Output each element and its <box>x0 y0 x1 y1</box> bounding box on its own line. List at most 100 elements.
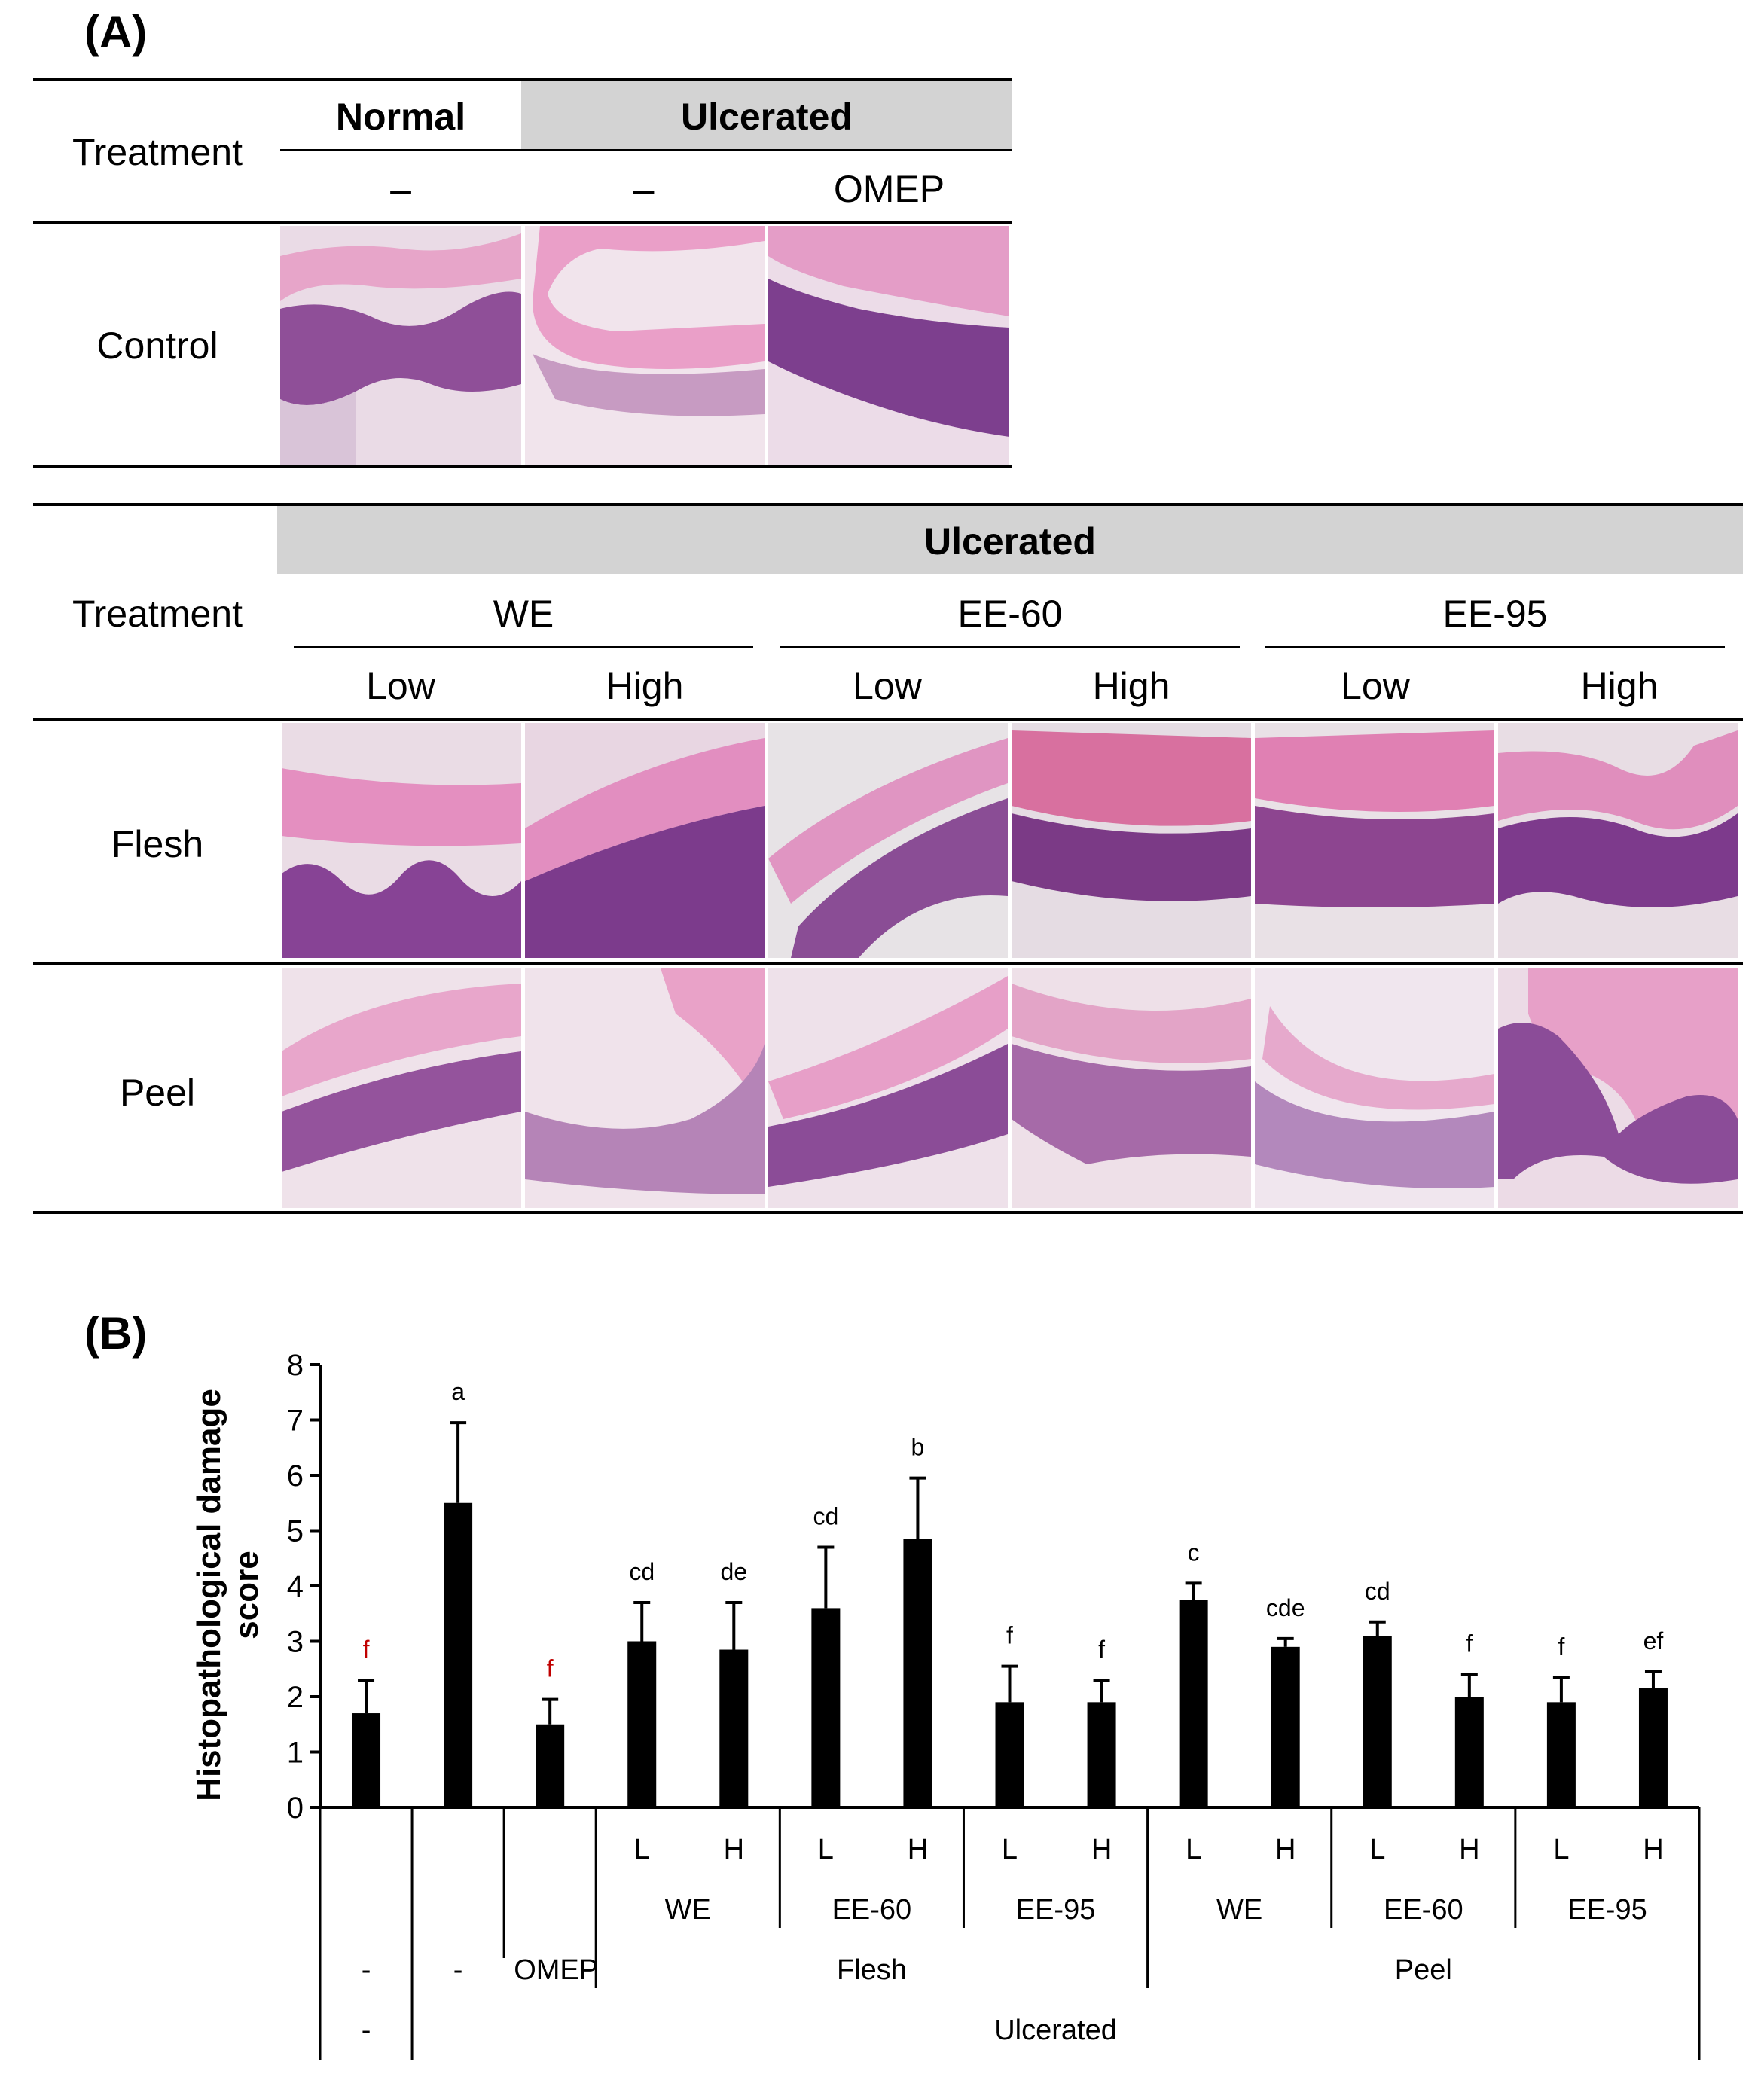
x-extract-label-3: WE <box>1216 1894 1262 1926</box>
x-lh-label-2: L <box>818 1834 834 1865</box>
micrograph-control-omep <box>768 226 1009 465</box>
control-row-label: Control <box>96 325 218 367</box>
significance-letter-2: f <box>547 1655 554 1682</box>
significance-letter-12: f <box>1466 1630 1473 1658</box>
micrograph-peel-ee95-low <box>1255 968 1494 1208</box>
x-lh-label-7: H <box>1275 1834 1296 1865</box>
micrograph-flesh-ee95-low <box>1255 723 1494 958</box>
bar-9 <box>1179 1600 1208 1807</box>
flesh-row-label: Flesh <box>111 823 204 865</box>
x-lh-label-3: H <box>908 1834 928 1865</box>
x-extract-label-2: EE-95 <box>1016 1894 1096 1926</box>
bar-11 <box>1363 1636 1392 1807</box>
x-lh-label-6: L <box>1186 1834 1201 1865</box>
micrograph-flesh-ee60-high <box>1012 723 1251 958</box>
x-lh-label-0: L <box>634 1834 650 1865</box>
top-table-header-rule <box>33 221 1012 224</box>
micrograph-flesh-we-low <box>282 723 521 958</box>
bar-6 <box>903 1539 932 1807</box>
peel-row-label: Peel <box>119 1072 196 1114</box>
bottom-treatment-label: Treatment <box>72 593 243 635</box>
bottom-ulcerated-label: Ulcerated <box>924 520 1096 563</box>
bottom-table-header-rule <box>33 718 1743 721</box>
group-ee60-label: EE-60 <box>957 593 1063 635</box>
bar-3 <box>627 1641 657 1807</box>
significance-letter-9: c <box>1188 1539 1200 1566</box>
top-table-mid-rule <box>280 149 1012 151</box>
micrograph-peel-we-high <box>525 968 765 1208</box>
bottom-table-bottom-rule <box>33 1211 1743 1214</box>
micrograph-peel-ee60-high <box>1012 968 1251 1208</box>
micrograph-control-ulcerated <box>525 226 765 465</box>
x-first-label-2: OMEP <box>514 1954 598 1986</box>
group-we-rule <box>294 646 753 648</box>
level-1: Low <box>366 665 435 707</box>
significance-letter-4: de <box>721 1558 748 1585</box>
level-4: High <box>1092 665 1170 707</box>
level-2: High <box>606 665 684 707</box>
bar-13 <box>1546 1702 1576 1807</box>
level-3: Low <box>853 665 922 707</box>
top-table-top-rule <box>33 78 1012 81</box>
significance-letter-8: f <box>1098 1636 1105 1663</box>
top-table-bottom-rule <box>33 465 1012 468</box>
top-ulcerated-label: Ulcerated <box>681 96 853 138</box>
top-sub-ulcer: – <box>633 168 655 210</box>
bar-12 <box>1454 1697 1484 1807</box>
x-tissue-label-0: Flesh <box>837 1954 907 1986</box>
x-extract-label-1: EE-60 <box>832 1894 912 1926</box>
x-lh-label-5: H <box>1091 1834 1112 1865</box>
x-lh-label-8: L <box>1369 1834 1385 1865</box>
micrograph-flesh-ee60-low <box>768 723 1008 958</box>
level-6: High <box>1580 665 1659 707</box>
group-we-label: WE <box>493 593 554 635</box>
significance-letter-6: b <box>911 1434 925 1461</box>
significance-letter-14: ef <box>1643 1627 1664 1655</box>
significance-letter-3: cd <box>629 1558 655 1585</box>
bar-1 <box>444 1502 473 1807</box>
y-tick-label-4: 4 <box>287 1570 304 1603</box>
panel-b-label: (B) <box>84 1308 148 1359</box>
y-tick-label-1: 1 <box>287 1737 304 1770</box>
micrograph-peel-ee60-low <box>768 968 1008 1208</box>
panel-a-label: (A) <box>84 7 148 57</box>
top-normal-label: Normal <box>335 96 466 138</box>
y-tick-label-8: 8 <box>287 1349 304 1382</box>
x-lh-label-11: H <box>1643 1834 1663 1865</box>
significance-letter-10: cde <box>1266 1594 1305 1621</box>
bar-7 <box>995 1702 1024 1807</box>
x-lh-label-1: H <box>724 1834 744 1865</box>
bottom-ulcerated-header-bg <box>277 506 1743 574</box>
y-tick-label-6: 6 <box>287 1459 304 1493</box>
x-lh-label-9: H <box>1459 1834 1479 1865</box>
group-ee95-rule <box>1265 646 1725 648</box>
micrograph-flesh-ee95-high <box>1498 723 1738 958</box>
level-5: Low <box>1341 665 1410 707</box>
bar-5 <box>811 1608 841 1807</box>
y-tick-label-2: 2 <box>287 1681 304 1714</box>
x-first-label-1: - <box>453 1954 463 1986</box>
bar-4 <box>719 1649 749 1807</box>
significance-letter-1: a <box>451 1378 465 1405</box>
micrograph-flesh-we-high <box>525 723 765 958</box>
significance-letter-13: f <box>1558 1633 1564 1660</box>
bar-8 <box>1087 1702 1116 1807</box>
top-sub-omep: OMEP <box>833 168 945 210</box>
bar-14 <box>1638 1688 1668 1807</box>
x-extract-label-0: WE <box>665 1894 711 1926</box>
x-lh-label-10: L <box>1553 1834 1569 1865</box>
x-extract-label-4: EE-60 <box>1384 1894 1463 1926</box>
top-ulcerated-header-bg <box>521 81 1012 149</box>
bar-10 <box>1271 1646 1300 1807</box>
significance-letter-5: cd <box>813 1503 838 1530</box>
y-tick-label-5: 5 <box>287 1515 304 1548</box>
top-sub-normal: – <box>390 168 411 210</box>
x-lh-label-4: L <box>1002 1834 1018 1865</box>
micrograph-peel-ee95-high <box>1498 968 1738 1208</box>
significance-letter-11: cd <box>1365 1578 1390 1605</box>
top-treatment-label: Treatment <box>72 131 243 173</box>
y-tick-label-0: 0 <box>287 1792 304 1825</box>
x-bottom-label-0: - <box>362 2014 371 2046</box>
bar-2 <box>536 1724 565 1807</box>
